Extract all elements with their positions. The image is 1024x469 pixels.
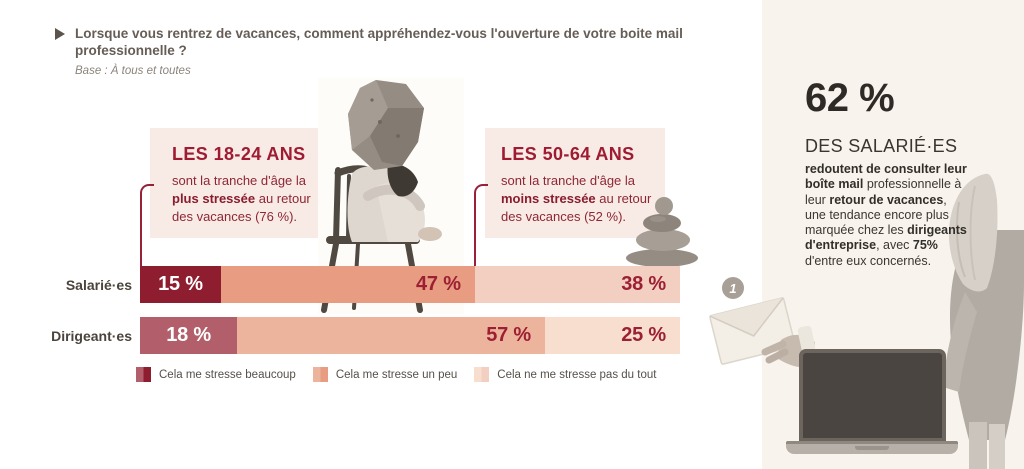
bracket-connector-50-64 (474, 184, 488, 268)
finger-shape (761, 340, 787, 356)
callout-text-part: sont la tranche d'âge la (172, 173, 307, 188)
callout-title: LES 18-24 ANS (172, 144, 306, 164)
bar-value: 25 % (621, 324, 666, 346)
person-feet (418, 227, 442, 241)
aside-paragraph-part: retour de vacances (829, 192, 944, 207)
survey-question: Lorsque vous rentrez de vacances, commen… (75, 26, 683, 58)
bar-segment: 15 % (140, 266, 221, 303)
hair-strand (969, 185, 976, 281)
callout-text-bold: moins stressée (501, 190, 596, 206)
callout-50-64: LES 50-64 ANS sont la tranche d'âge la m… (485, 128, 665, 238)
hair-strand (956, 201, 966, 278)
bar-row-label: Dirigeant·es (51, 327, 132, 344)
header: Lorsque vous rentrez de vacances, commen… (55, 26, 755, 77)
bar-value: 47 % (416, 273, 461, 295)
legend-item: Cela me stresse beaucoup (136, 367, 296, 382)
woman-laptop-illustration (935, 172, 1024, 469)
bar-track: 18 % 57 % 25 % (140, 317, 680, 354)
bar-value: 38 % (621, 273, 666, 295)
legend-label: Cela ne me stresse pas du tout (497, 368, 657, 381)
zen-stones-svg (626, 197, 698, 267)
legend-item: Cela me stresse un peu (312, 367, 458, 382)
bar-row: Salarié·es 15 % 47 % 38 % (25, 266, 680, 303)
callout-text-part: au retour des vacances (52 %). (501, 190, 652, 224)
woman-leg (969, 422, 987, 469)
stacked-bar-chart: Salarié·es 15 % 47 % 38 % Dirigeant·es 18 % 57… (25, 266, 680, 368)
legend-swatch (136, 367, 151, 382)
aside-paragraph-part: dirigeants d'entreprise (805, 223, 967, 253)
callout-text: sont la tranche d'âge la moins stressée … (501, 172, 663, 226)
bar-segment: 57 % (237, 317, 545, 354)
bar-value: 18 % (166, 324, 211, 346)
bar-segment: 18 % (140, 317, 238, 354)
bracket-connector-18-24 (140, 184, 154, 268)
rock-shape (348, 80, 424, 170)
aside-paragraph-part: , avec (876, 238, 913, 253)
aside-paragraph-part: , une tendance encore plus marquée chez … (805, 192, 949, 238)
aside-paragraph-part: professionnelle à leur (805, 177, 962, 207)
legend-swatch (474, 367, 490, 382)
aside-paragraph-part: redoutent de consulter leur boîte mail (805, 162, 967, 192)
callout-text-bold: plus stressée (172, 190, 256, 206)
woman-leg (989, 424, 1005, 469)
bar-segment: 38 % (474, 266, 680, 303)
bar-segment: 25 % (544, 317, 680, 354)
laptop-base (786, 441, 958, 454)
survey-base-note: Base : À tous et toutes (75, 64, 191, 77)
finger-shape (765, 348, 789, 364)
bar-value: 57 % (486, 324, 531, 346)
callout-text-part: au retour des vacances (76 %). (172, 190, 311, 224)
aside-paragraph-part: 75% (912, 238, 938, 253)
bar-row-label: Salarié·es (65, 276, 132, 293)
notification-badge (722, 277, 744, 299)
bar-segment: 47 % (221, 266, 475, 303)
bar-value: 15 % (158, 273, 203, 295)
zen-stones-illustration (622, 192, 702, 268)
laptop-screen (799, 349, 946, 442)
bar-track: 15 % 47 % 38 % (140, 266, 680, 303)
person-rock-svg (321, 80, 442, 313)
bar-row: Dirigeant·es 18 % 57 % 25 % (25, 317, 680, 354)
legend-label: Cela me stresse beaucoup (159, 368, 296, 381)
notification-count: 1 (729, 281, 736, 296)
legend-label: Cela me stresse un peu (335, 368, 458, 381)
aside-paragraph: redoutent de consulter leur boîte mail p… (805, 162, 969, 269)
laptop-notch (855, 446, 889, 450)
headline-stat-label: DES SALARIÉ·ES (805, 136, 958, 156)
laptop-keyboard (786, 441, 958, 444)
woman-arm (943, 292, 977, 392)
person-hair (387, 163, 418, 197)
play-bullet-icon (55, 28, 65, 40)
woman-svg (943, 173, 1024, 469)
aside-paragraph-part: d'entre eux concernés. (805, 253, 932, 268)
legend-swatch (312, 367, 328, 382)
chart-legend: Cela me stresse beaucoup Cela me stresse … (136, 367, 656, 382)
callout-text: sont la tranche d'âge la plus stressée a… (172, 172, 334, 226)
legend-item: Cela ne me stresse pas du tout (474, 367, 656, 382)
callout-title: LES 50-64 ANS (501, 144, 635, 164)
callout-text-part: sont la tranche d'âge la (501, 173, 636, 188)
headline-stat: 62 % (805, 76, 895, 120)
